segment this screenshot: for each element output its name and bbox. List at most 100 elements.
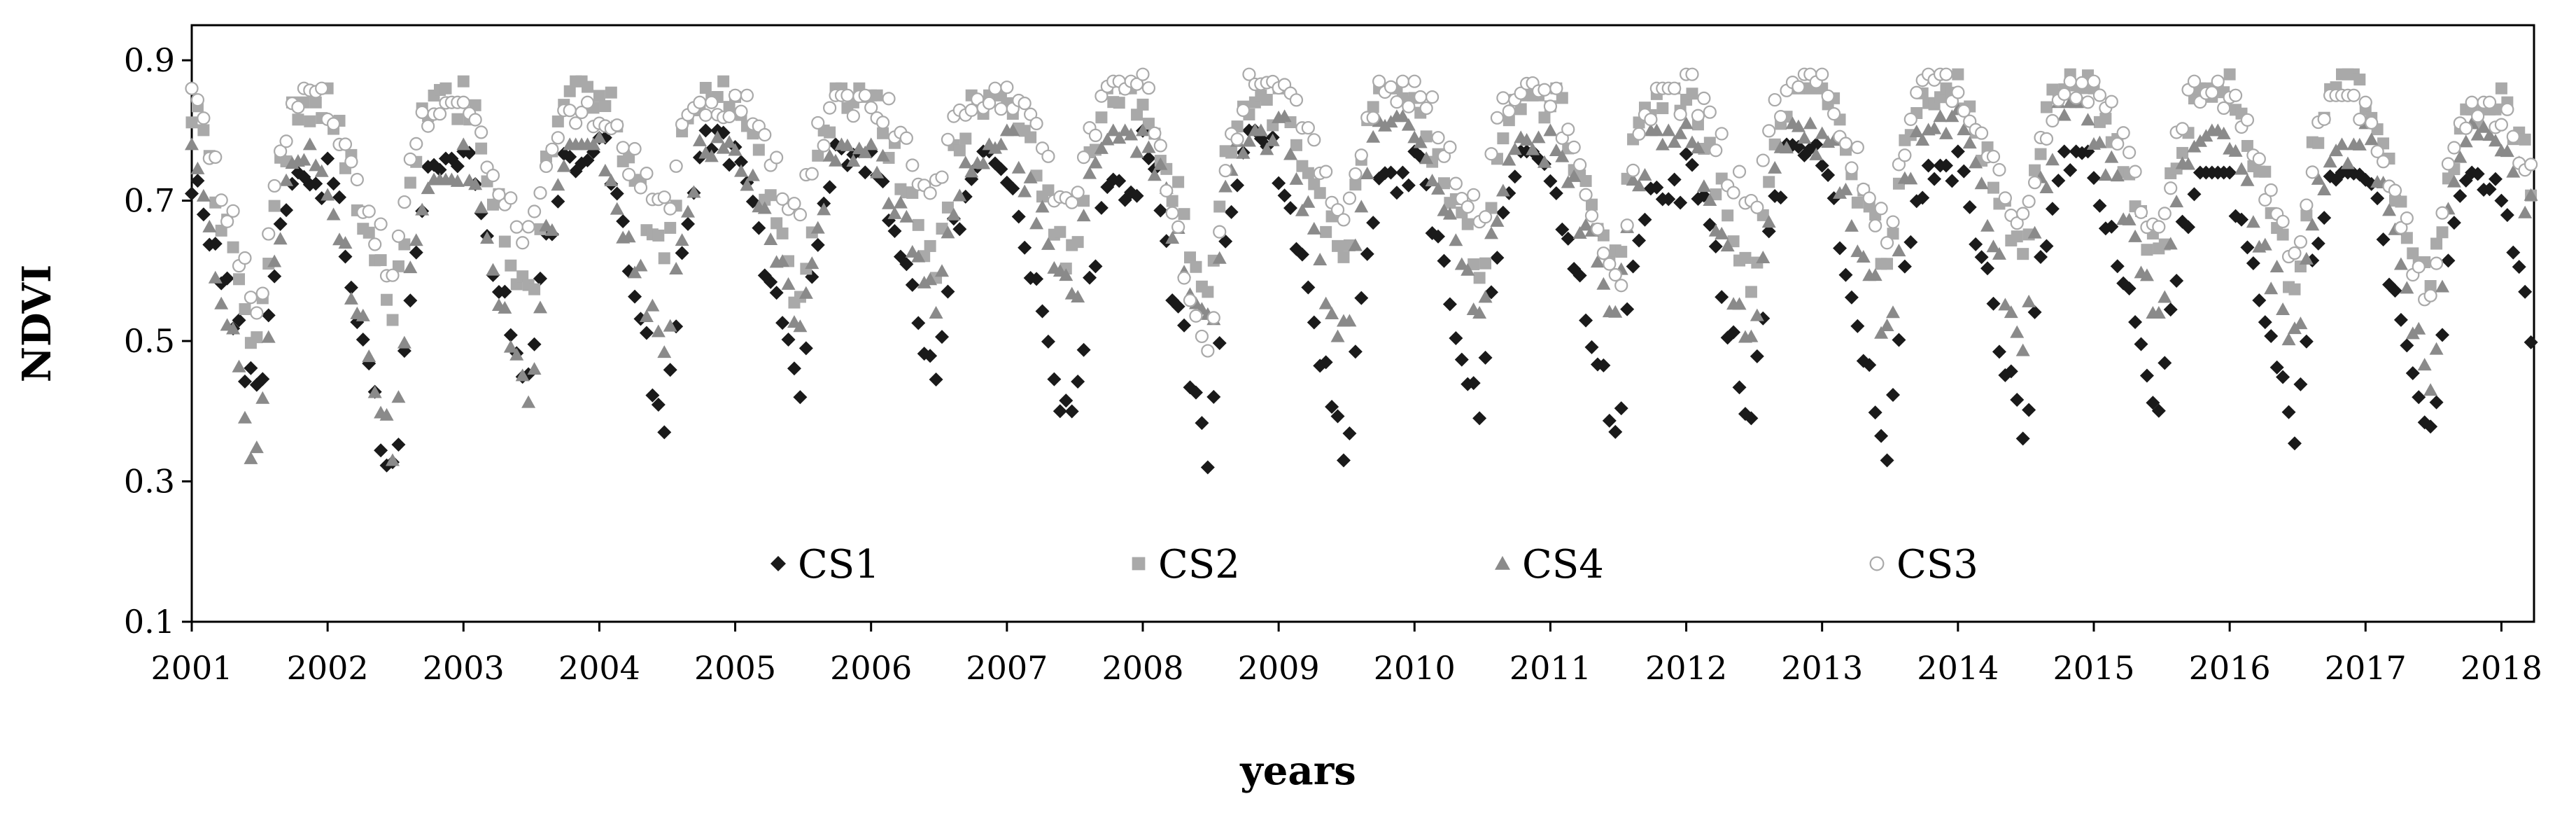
point-cs1 (244, 361, 258, 375)
point-cs1 (1602, 413, 1617, 428)
point-cs4 (1791, 119, 1806, 132)
point-cs4 (1780, 141, 1794, 154)
point-cs1 (1614, 401, 1628, 416)
point-cs4 (586, 137, 600, 151)
point-cs4 (628, 265, 642, 279)
point-cs3 (640, 167, 654, 181)
point-cs4 (798, 286, 813, 299)
point-cs2 (1538, 111, 1551, 124)
point-cs1 (1821, 168, 1836, 183)
point-cs3 (338, 137, 353, 151)
point-cs3 (2388, 183, 2402, 197)
point-cs3 (1201, 344, 1215, 358)
point-cs1 (994, 162, 1008, 176)
point-cs1 (2506, 245, 2521, 260)
point-cs2 (912, 218, 924, 231)
point-cs1 (810, 237, 825, 252)
point-cs3 (2465, 95, 2479, 109)
point-cs4 (1874, 326, 1889, 339)
point-cs1 (1053, 404, 1067, 419)
point-cs3 (1898, 148, 1912, 162)
point-cs1 (1449, 331, 1463, 346)
point-cs1 (787, 361, 801, 376)
point-cs1 (1454, 352, 1469, 367)
point-cs4 (1933, 109, 1948, 123)
point-cs3 (2087, 74, 2101, 88)
point-cs4 (1348, 238, 1363, 251)
point-cs3 (805, 167, 819, 181)
x-tick-label: 2017 (2325, 649, 2407, 687)
point-cs4 (362, 349, 376, 363)
point-cs3 (563, 104, 577, 118)
point-cs4 (1915, 132, 1930, 146)
point-cs3 (1838, 137, 1853, 151)
point-cs3 (2057, 87, 2071, 102)
point-cs3 (1183, 293, 1197, 307)
point-cs4 (1495, 183, 1510, 197)
point-cs3 (1076, 150, 1091, 165)
point-cs1 (675, 246, 689, 260)
point-cs1 (639, 326, 654, 340)
point-cs2 (1320, 225, 1332, 238)
point-cs4 (2228, 144, 2243, 157)
point-cs3 (2370, 144, 2384, 158)
point-cs3 (1065, 195, 1079, 209)
point-cs1 (563, 150, 577, 165)
point-cs3 (2075, 76, 2089, 90)
point-cs4 (321, 188, 335, 201)
point-cs3 (1892, 158, 1906, 172)
point-cs1 (734, 155, 749, 169)
point-cs1 (1903, 235, 1918, 249)
point-cs4 (2524, 188, 2538, 201)
point-cs3 (740, 88, 754, 102)
point-cs1 (261, 308, 276, 323)
point-cs3 (569, 116, 583, 130)
point-cs3 (994, 102, 1008, 116)
point-cs3 (1461, 200, 1474, 214)
point-cs3 (628, 141, 642, 156)
point-cs3 (1502, 104, 1516, 118)
point-cs4 (533, 300, 548, 314)
point-cs4 (1011, 160, 1026, 174)
point-cs4 (1691, 141, 1705, 154)
point-cs4 (1638, 167, 1652, 181)
point-cs4 (1502, 153, 1516, 166)
point-cs3 (722, 109, 736, 124)
point-cs3 (1384, 80, 1398, 94)
point-cs4 (1029, 216, 1044, 230)
point-cs1 (409, 245, 423, 260)
point-cs3 (1986, 150, 2001, 164)
point-cs4 (687, 185, 701, 198)
point-cs4 (1395, 109, 1410, 123)
point-cs1 (1649, 180, 1664, 195)
x-tick-label: 2002 (287, 649, 369, 687)
point-cs3 (2317, 112, 2331, 126)
point-cs3 (2394, 221, 2408, 235)
point-cs4 (2122, 212, 2137, 225)
point-cs4 (1526, 142, 1540, 155)
point-cs4 (1661, 123, 1676, 137)
point-cs1 (1626, 259, 1640, 274)
point-cs4 (1531, 130, 1546, 144)
point-cs4 (556, 159, 571, 172)
point-cs2 (2011, 230, 2023, 243)
point-cs4 (326, 207, 341, 221)
point-cs2 (723, 101, 736, 113)
point-cs4 (846, 154, 861, 167)
point-cs2 (1337, 251, 1350, 263)
point-cs2 (2424, 280, 2437, 293)
point-cs4 (2258, 237, 2272, 251)
point-cs1 (1006, 181, 1020, 196)
point-cs4 (1537, 155, 1551, 168)
point-cs2 (2259, 165, 2272, 178)
point-cs4 (1260, 142, 1274, 155)
point-cs3 (1395, 74, 1409, 88)
point-cs4 (2015, 343, 2030, 356)
point-cs4 (763, 232, 778, 245)
point-cs4 (2139, 268, 2154, 281)
point-cs4 (544, 223, 559, 236)
point-cs2 (658, 252, 670, 265)
point-cs3 (2111, 137, 2125, 151)
point-cs3 (2039, 132, 2054, 146)
point-cs3 (2524, 158, 2538, 172)
